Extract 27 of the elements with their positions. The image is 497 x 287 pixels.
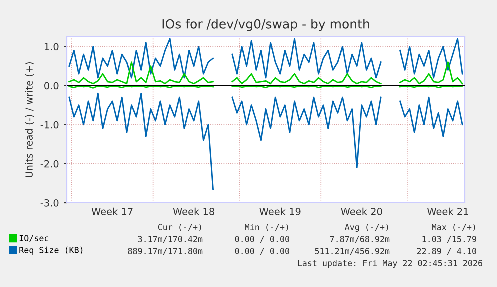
text: 7.87m/68.92m bbox=[330, 236, 390, 244]
y-axis-title: Units read (-) / write (+) bbox=[25, 62, 34, 178]
x-tick-label: Week 19 bbox=[260, 208, 301, 216]
y-tick-label: -2.0 bbox=[40, 160, 59, 168]
text: 3.17m/170.42m bbox=[138, 236, 203, 244]
text: 511.21m/456.92m bbox=[315, 248, 390, 256]
text: 889.17m/171.80m bbox=[128, 248, 203, 256]
chart-title: IOs for /dev/vg0/swap - by month bbox=[162, 19, 370, 32]
text: Avg (-/+) bbox=[345, 224, 388, 232]
text: Last update: Fri May 22 02:45:31 2026 bbox=[298, 260, 482, 268]
legend-label: IO/sec bbox=[20, 235, 49, 242]
x-tick-label: Week 17 bbox=[92, 208, 133, 216]
text: 22.89 / 4.10 bbox=[417, 248, 476, 256]
y-tick-label: 1.0 bbox=[44, 43, 59, 51]
text: Min (-/+) bbox=[245, 224, 288, 232]
text: 0.00 / 0.00 bbox=[235, 236, 290, 244]
x-tick-label: Week 20 bbox=[341, 208, 382, 216]
legend-label: Req Size (KB) bbox=[20, 246, 83, 255]
y-tick-label: -3.0 bbox=[40, 199, 59, 207]
x-tick-label: Week 18 bbox=[173, 208, 214, 216]
y-tick-label: 0.0 bbox=[44, 82, 59, 90]
text: 1.03 /15.79 bbox=[422, 236, 476, 244]
x-tick-label: Week 21 bbox=[427, 208, 468, 216]
text: Max (-/+) bbox=[432, 224, 476, 232]
text: Cur (-/+) bbox=[158, 224, 202, 232]
y-tick-label: -1.0 bbox=[40, 121, 59, 129]
text: 0.00 / 0.00 bbox=[235, 248, 290, 256]
